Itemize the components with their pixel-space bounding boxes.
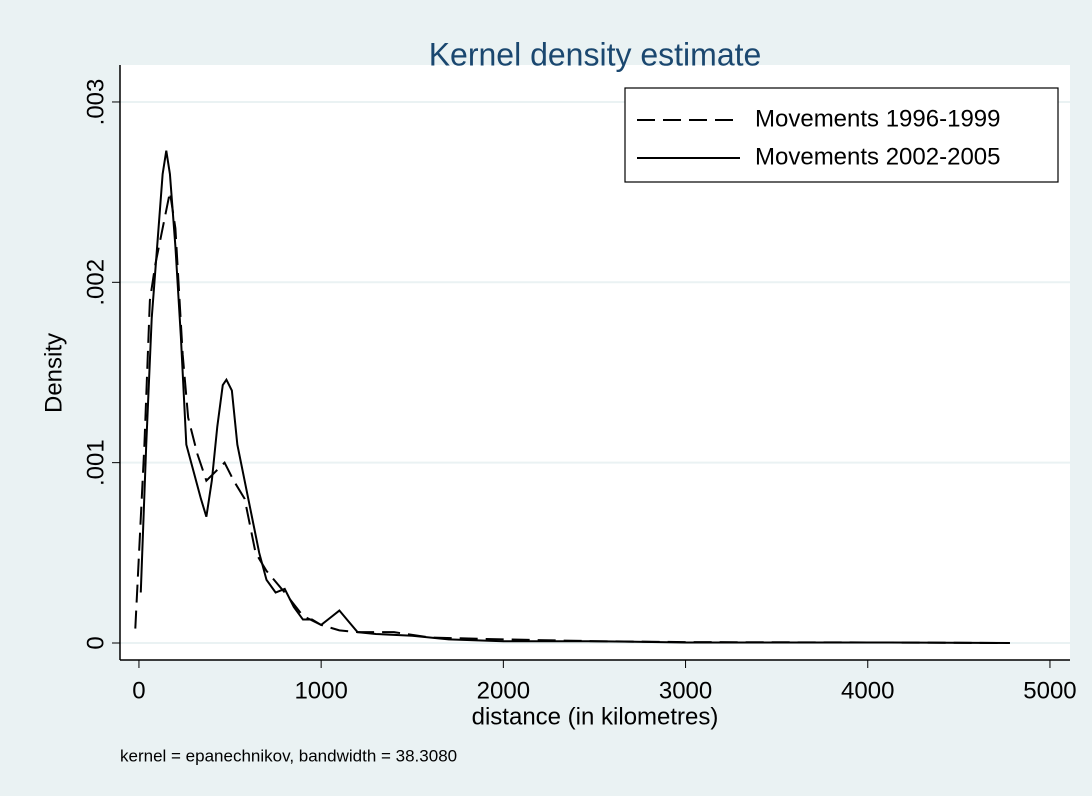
- legend: [624, 87, 1059, 183]
- ticks: 0 .001 .002 .003 0 1000 2000 3000 4000 5000: [82, 79, 1076, 705]
- legend-items: Movements 1996-1999 Movements 2002-2005: [637, 105, 1000, 170]
- x-tick-label: 4000: [841, 677, 894, 704]
- series-line: [139, 150, 1010, 644]
- note: kernel = epanechnikov, bandwidth = 38.30…: [120, 746, 457, 765]
- legend-label: Movements 2002-2005: [755, 143, 1000, 170]
- legend-label: Movements 1996-1999: [755, 105, 1000, 132]
- series-line: [134, 191, 1010, 644]
- chart-title: Kernel density estimate: [429, 36, 762, 72]
- x-tick-label: 3000: [659, 677, 712, 704]
- x-axis-title: distance (in kilometres): [472, 703, 719, 730]
- x-tick-label: 2000: [477, 677, 530, 704]
- x-tick-label: 0: [132, 677, 145, 704]
- y-tick-label: .001: [82, 439, 109, 486]
- y-tick-label: .003: [82, 79, 109, 126]
- y-axis-title: Density: [40, 333, 67, 413]
- y-tick-label: 0: [82, 636, 109, 649]
- x-tick-label: 1000: [294, 677, 347, 704]
- y-tick-label: .002: [82, 259, 109, 306]
- x-tick-label: 5000: [1023, 677, 1076, 704]
- lines: [134, 150, 1010, 644]
